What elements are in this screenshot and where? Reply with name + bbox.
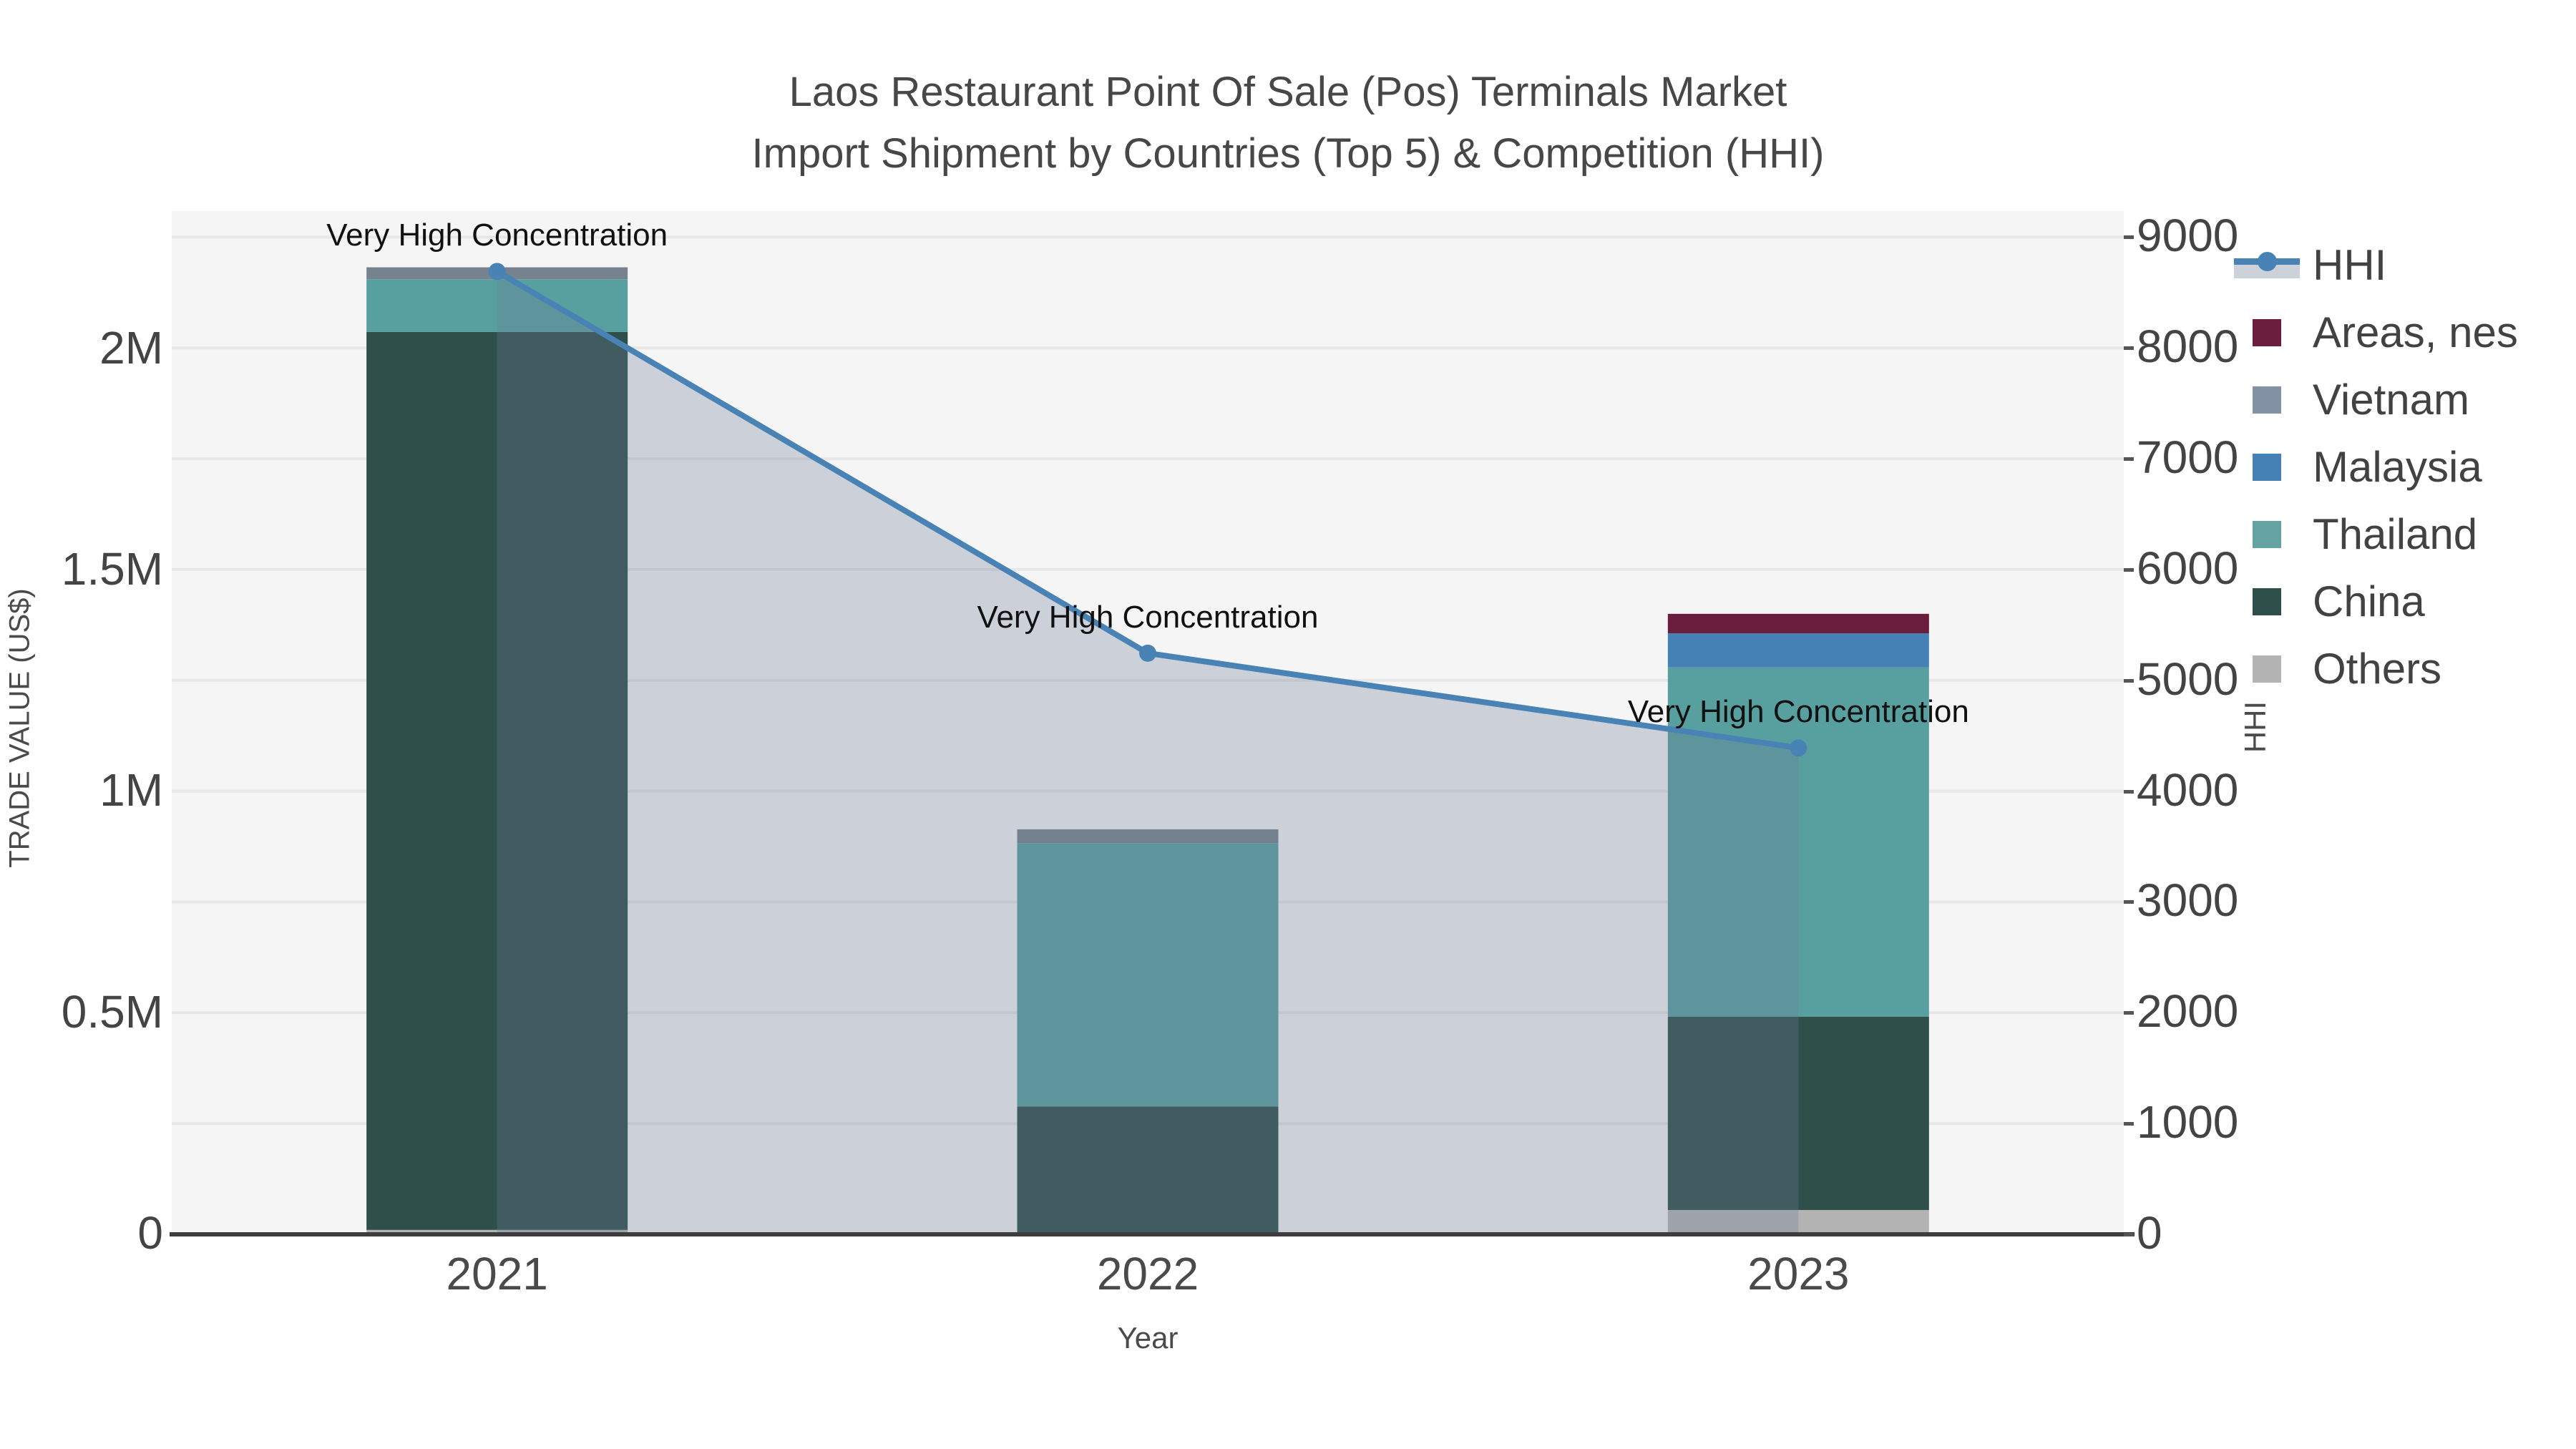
y-right-tick-mark <box>2124 789 2134 794</box>
legend-color-swatch-icon <box>2253 319 2281 346</box>
bar-segment-vietnam <box>1017 829 1279 844</box>
y-right-tick-label: 6000 <box>2137 542 2239 594</box>
legend-item-label: China <box>2313 577 2425 625</box>
legend-item-china[interactable]: China <box>2234 577 2425 627</box>
annotation-label: Very High Concentration <box>1627 694 1969 730</box>
annotation-label: Very High Concentration <box>326 218 668 253</box>
legend-item-label: Areas, nes <box>2313 308 2518 356</box>
chart-title-line-2: Import Shipment by Countries (Top 5) & C… <box>751 130 1825 177</box>
y-right-tick-label: 1000 <box>2137 1096 2239 1148</box>
y-left-tick-label: 1.5M <box>61 543 163 595</box>
y-right-tick-mark <box>2124 900 2134 904</box>
plot-area <box>172 211 2124 1234</box>
bar-segment-china <box>1667 1016 1929 1210</box>
legend-item-label: Thailand <box>2313 510 2478 558</box>
legend-item-areas-nes[interactable]: Areas, nes <box>2234 308 2518 358</box>
bar-segment-malaysia <box>1667 633 1929 668</box>
legend-color-swatch-icon <box>2253 588 2281 615</box>
y-right-tick-mark <box>2124 1233 2134 1236</box>
y-right-tick-mark <box>2124 1122 2134 1126</box>
legend-color-swatch-icon <box>2253 655 2281 683</box>
y-left-tick-label: 0.5M <box>61 985 163 1038</box>
y-right-tick-label: 9000 <box>2137 210 2239 262</box>
chart-canvas <box>172 235 2124 1234</box>
legend-item-others[interactable]: Others <box>2234 644 2441 694</box>
y-right-tick-label: 7000 <box>2137 431 2239 484</box>
legend-item-label: Others <box>2313 645 2442 693</box>
legend-item-vietnam[interactable]: Vietnam <box>2234 375 2469 425</box>
y-right-tick-label: 3000 <box>2137 874 2239 927</box>
legend-color-swatch-icon <box>2253 521 2281 548</box>
legend-item-hhi[interactable]: HHI <box>2234 240 2386 291</box>
y-right-tick-mark <box>2124 678 2134 683</box>
legend-item-label: Malaysia <box>2313 443 2482 491</box>
x-tick-label: 2023 <box>1747 1248 1850 1299</box>
bar-segment-others <box>366 1229 628 1234</box>
y-right-tick-label: 4000 <box>2137 763 2239 816</box>
y-right-tick-mark <box>2124 235 2134 240</box>
hhi-marker <box>1139 644 1156 662</box>
y-right-tick-label: 8000 <box>2137 321 2239 373</box>
hhi-marker <box>488 263 506 280</box>
y-right-tick-label: 0 <box>2137 1207 2162 1259</box>
y-right-tick-mark <box>2124 1011 2134 1015</box>
legend-item-label: Vietnam <box>2313 376 2470 424</box>
hhi-legend-swatch-icon <box>2234 251 2300 280</box>
bar-segment-others <box>1667 1209 1929 1234</box>
x-axis-title: Year <box>1117 1321 1179 1355</box>
y-right-tick-mark <box>2124 457 2134 462</box>
x-axis-line <box>170 1232 2135 1236</box>
x-tick-label: 2022 <box>1096 1248 1199 1299</box>
y-left-tick-label: 2M <box>99 321 163 374</box>
y-left-tick-label: 1M <box>99 764 163 816</box>
bar-segment-areas-nes <box>1667 613 1929 634</box>
legend-item-thailand[interactable]: Thailand <box>2234 509 2477 560</box>
bar-segment-china <box>366 331 628 1230</box>
y-right-tick-mark <box>2124 346 2134 351</box>
x-tick-label: 2021 <box>446 1248 548 1299</box>
bar-segment-thailand <box>1017 843 1279 1107</box>
bar-segment-china <box>1017 1106 1279 1234</box>
y-right-tick-mark <box>2124 567 2134 572</box>
annotation-label: Very High Concentration <box>977 599 1319 635</box>
bar-segment-thailand <box>1667 667 1929 1017</box>
legend-item-label: HHI <box>2313 241 2387 289</box>
y-right-tick-label: 5000 <box>2137 653 2239 705</box>
y-right-tick-label: 2000 <box>2137 985 2239 1038</box>
y-left-tick-label: 0 <box>137 1207 163 1259</box>
chart-title-line-1: Laos Restaurant Point Of Sale (Pos) Term… <box>789 69 1787 115</box>
hhi-marker <box>1790 739 1807 757</box>
legend-item-malaysia[interactable]: Malaysia <box>2234 442 2482 492</box>
hhi-area-fill <box>497 271 1799 1234</box>
legend-color-swatch-icon <box>2253 386 2281 414</box>
legend-color-swatch-icon <box>2253 454 2281 481</box>
